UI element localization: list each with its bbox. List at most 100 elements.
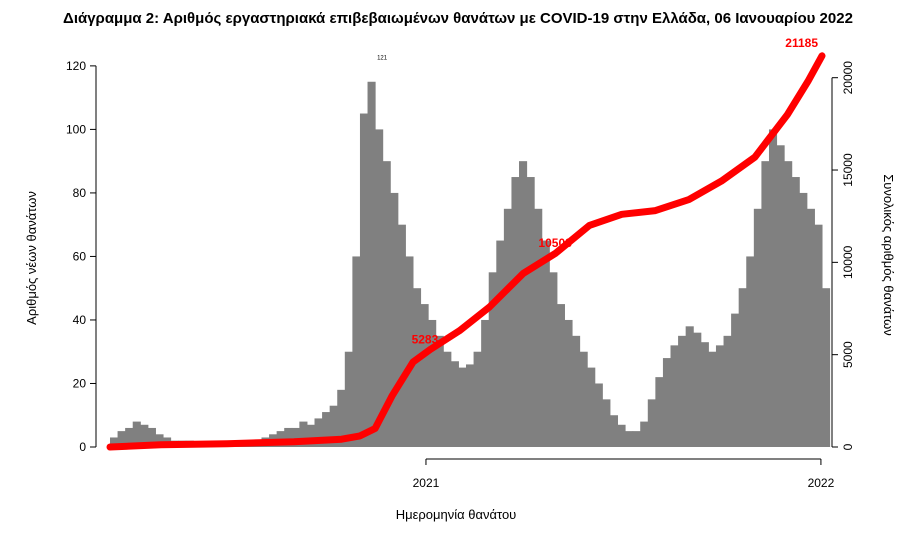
bar [731,313,740,447]
bar [125,427,134,447]
cumulative-label: 21185 [785,36,818,50]
bar [428,319,437,447]
bar [352,256,361,447]
bar [405,256,414,447]
y-tick-label: 100 [66,122,86,136]
bar [541,240,550,447]
bar [678,335,687,447]
bar [746,256,755,447]
bar [110,437,119,447]
bar [761,161,770,447]
chart-title: Διάγραμμα 2: Αριθμός εργαστηριακά επιβεβ… [63,10,853,27]
x-tick-label: 2021 [413,476,440,490]
bar [753,208,762,447]
y-tick-label: 80 [73,186,87,200]
cumulative-line [106,52,826,451]
bar [768,129,778,447]
bar [549,272,558,447]
bar-data-label: 121 [377,56,388,62]
bar [693,332,702,447]
bar [458,367,467,447]
bar [776,145,785,447]
bar [284,427,293,447]
bar [443,351,452,447]
bar [662,358,672,447]
bar [609,415,619,447]
bar [534,208,543,447]
bar [556,304,565,447]
bar [670,345,679,447]
x-tick-label: 2022 [808,476,835,490]
bar [344,351,353,447]
bar [481,319,490,447]
bar [306,424,316,447]
bar [299,421,308,447]
bar [322,412,331,447]
y-right-tick-label: 10000 [841,245,855,279]
bar [314,418,323,447]
bar [700,342,709,447]
bar [526,177,535,448]
bar [814,224,823,447]
bar [647,399,656,447]
bar [420,304,429,447]
bar [473,351,482,447]
bar [382,161,391,447]
bar [587,367,596,447]
cumulative-label: 5283 [412,332,439,346]
bar [496,240,505,447]
bar [140,424,149,447]
bar [799,192,808,447]
bar [572,335,581,447]
bar [412,288,422,447]
cumulative-layer [106,52,826,451]
bar [806,208,815,447]
y-tick-label: 20 [73,376,87,390]
bar [450,361,459,447]
bar [519,161,528,447]
x-axis-title: Ημερομηνία θανάτου [396,507,517,522]
bar [822,288,831,447]
bar [784,161,793,447]
y-tick-label: 40 [73,313,87,327]
bar [708,351,717,447]
bar [594,383,603,447]
bar [738,288,747,447]
y-right-tick-label: 0 [841,443,855,450]
bar [579,351,588,447]
bar [435,335,444,447]
bar [397,224,406,447]
bar [511,177,520,448]
bar [640,421,649,447]
axes-layer: 0 20 40 60 80 100 120 0 5000 10000 15000 20000 2021 2… [24,59,896,522]
bar [375,129,384,447]
bar [155,434,164,447]
bar [147,427,156,447]
bar [488,272,497,447]
bar [602,399,611,447]
bar [503,208,512,447]
y-right-tick-label: 20000 [841,61,855,95]
bar [617,424,626,447]
bar [367,81,376,447]
bar [291,427,300,447]
y-axis-title-right: Συνολικός αριθμός θανάτων [881,174,896,335]
bar [466,364,475,447]
bar [337,389,346,447]
cumulative-label: 10508 [538,236,572,250]
y-tick-label: 60 [73,249,87,263]
y-right-tick-label: 5000 [841,341,855,368]
bar [723,335,732,447]
y-tick-label: 120 [66,59,86,73]
bar [132,421,141,447]
bar [625,431,634,447]
annotations-layer: 5283 10508 21185 121 [377,36,818,347]
bar [715,345,725,447]
bar [685,326,694,447]
bar [329,405,338,447]
bars-layer [110,81,831,448]
bar [655,377,664,447]
y-axis-title: Αριθμός νέων θανάτων [24,191,39,325]
y-tick-label: 0 [79,440,86,454]
